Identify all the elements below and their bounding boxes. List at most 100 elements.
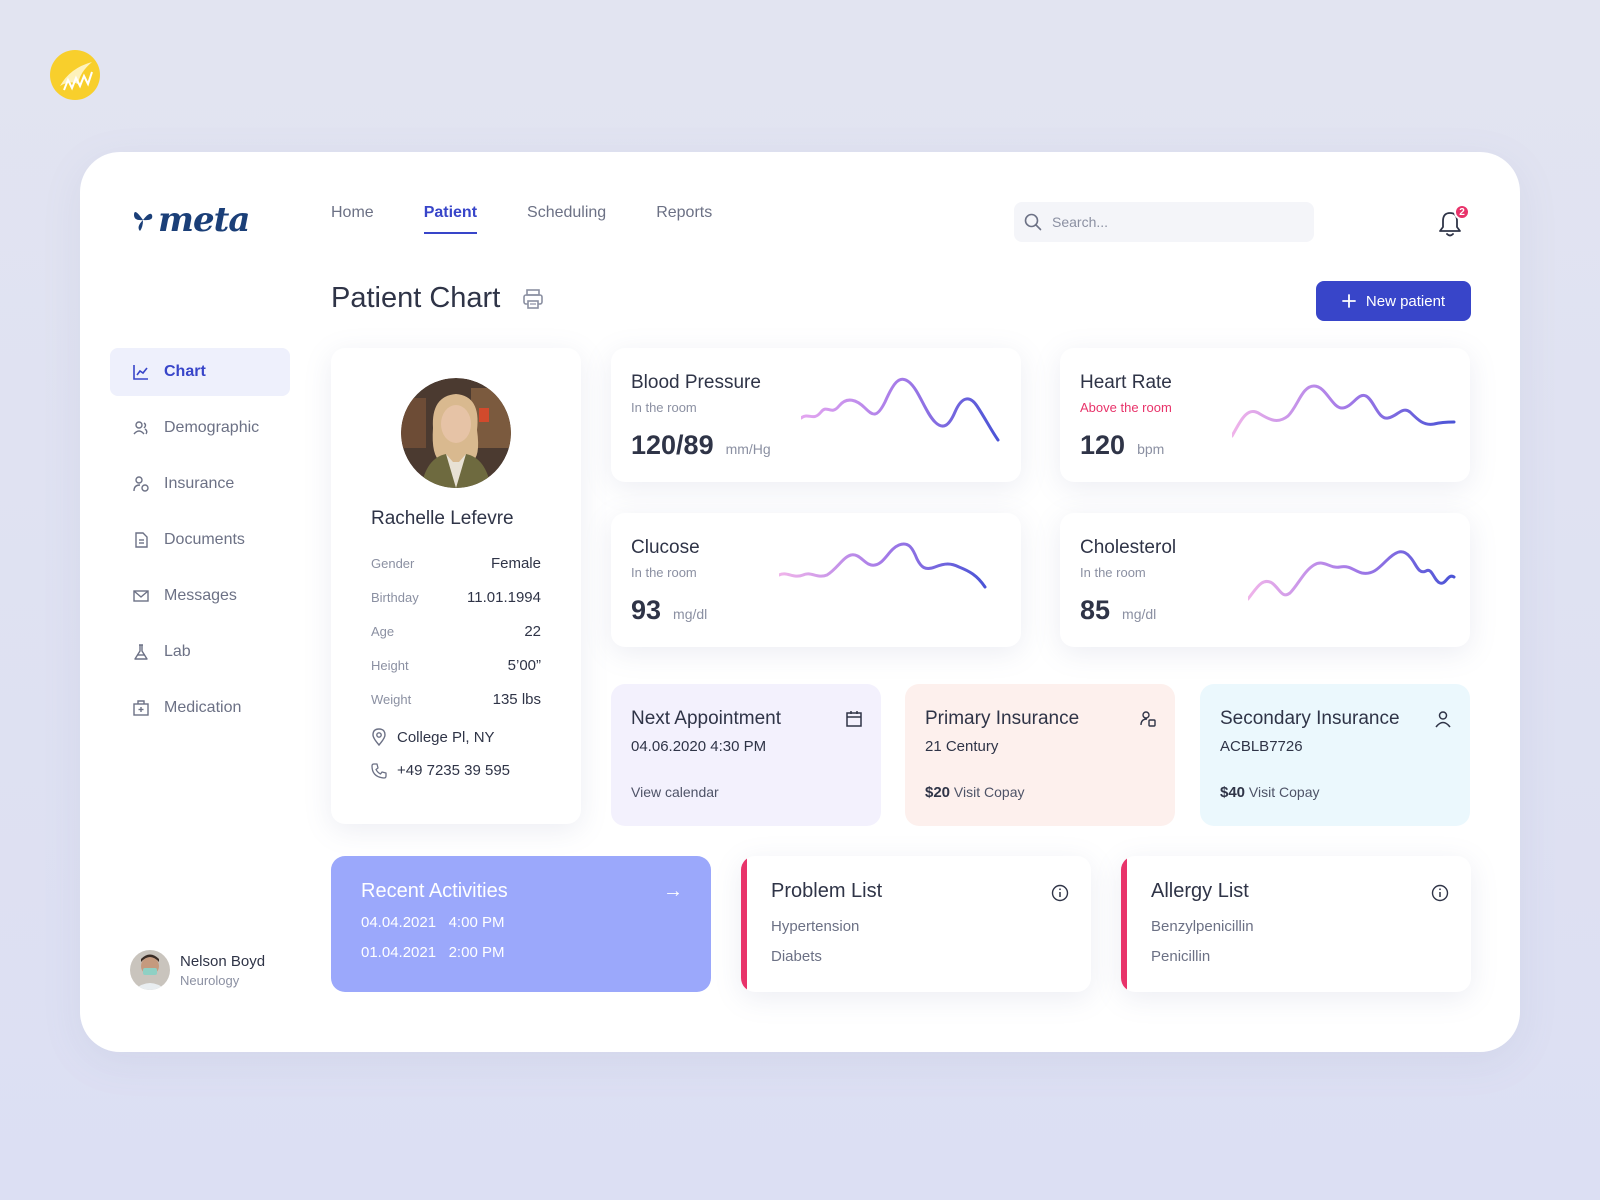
patient-name: Rachelle Lefevre	[371, 508, 514, 529]
page-title-text: Patient Chart	[331, 282, 501, 314]
vital-title: Heart Rate	[1080, 372, 1172, 393]
vital-value: 120	[1080, 430, 1126, 460]
vital-unit: mm/Hg	[725, 441, 771, 457]
sidebar-item-messages[interactable]: Messages	[110, 572, 290, 620]
vital-value: 93	[631, 595, 662, 625]
activity-item: 04.04.2021 4:00 PM	[361, 914, 504, 931]
allergy-list-card[interactable]: Allergy List Benzylpenicillin Penicillin	[1121, 856, 1471, 992]
detail-row-weight: Weight 135 lbs	[371, 682, 541, 716]
sidebar-item-insurance[interactable]: Insurance	[110, 460, 290, 508]
nav-patient[interactable]: Patient	[423, 204, 478, 234]
detail-row-height: Height 5’00”	[371, 648, 541, 682]
patient-phone[interactable]: +49 7235 39 595	[371, 762, 510, 779]
list-item: Penicillin	[1151, 948, 1211, 965]
vital-title: Cholesterol	[1080, 537, 1177, 558]
arrow-right-icon[interactable]: →	[663, 880, 683, 902]
patient-avatar	[401, 378, 511, 488]
chart-icon	[133, 365, 148, 380]
document-icon	[135, 532, 148, 548]
sidebar-item-label: Insurance	[164, 475, 235, 492]
user-shield-icon	[1140, 711, 1156, 727]
sidebar-item-medication[interactable]: Medication	[110, 684, 290, 732]
vital-card-cholesterol[interactable]: Cholesterol In the room 85 mg/dl	[1060, 513, 1470, 647]
info-icon[interactable]	[1431, 884, 1449, 902]
detail-value: Female	[490, 554, 541, 572]
view-calendar-link[interactable]: View calendar	[631, 784, 719, 800]
vital-unit: mg/dl	[673, 606, 708, 622]
sidebar-item-demographic[interactable]: Demographic	[110, 404, 290, 452]
vital-status: In the room	[631, 565, 697, 580]
brand-sun-icon	[50, 50, 100, 100]
sidebar-item-label: Demographic	[164, 419, 260, 436]
patient-details: Gender Female Birthday 11.01.1994 Age 22…	[371, 546, 541, 716]
user-department: Neurology	[180, 972, 240, 988]
primary-insurance-card[interactable]: Primary Insurance 21 Century $20 Visit C…	[905, 684, 1175, 826]
primary-copay: $20 Visit Copay	[925, 784, 1024, 801]
sidebar-item-label: Messages	[164, 587, 237, 604]
detail-label: Weight	[371, 691, 412, 707]
patient-profile-card: Rachelle Lefevre Gender Female Birthday …	[331, 348, 581, 824]
notifications-button[interactable]: 2	[1436, 204, 1470, 238]
new-patient-button[interactable]: New patient	[1316, 281, 1471, 321]
allergy-list-title: Allergy List	[1151, 880, 1249, 902]
cholesterol-sparkline	[1248, 550, 1456, 601]
phone-icon	[371, 762, 387, 779]
phone-text: +49 7235 39 595	[397, 762, 511, 779]
current-user[interactable]: Nelson Boyd Neurology	[130, 950, 265, 990]
detail-label: Age	[371, 623, 395, 639]
detail-label: Gender	[371, 555, 415, 571]
vital-card-heart-rate[interactable]: Heart Rate Above the room 120 bpm	[1060, 348, 1470, 482]
sidebar-item-chart[interactable]: Chart	[110, 348, 290, 396]
vital-value: 120/89	[631, 430, 714, 460]
vital-title: Blood Pressure	[631, 372, 761, 393]
plus-icon	[1341, 294, 1356, 308]
list-item: Benzylpenicillin	[1151, 918, 1254, 935]
vital-title: Clucose	[631, 537, 700, 558]
next-appointment-card[interactable]: Next Appointment 04.06.2020 4:30 PM View…	[611, 684, 881, 826]
detail-label: Birthday	[371, 589, 419, 605]
vital-status: In the room	[631, 400, 697, 415]
copay-amount: $40	[1220, 784, 1246, 801]
problem-list-card[interactable]: Problem List Hypertension Diabets	[741, 856, 1091, 992]
vital-status: Above the room	[1080, 400, 1172, 415]
medkit-icon	[133, 700, 149, 716]
sidebar-item-documents[interactable]: Documents	[110, 516, 290, 564]
activity-time: 4:00 PM	[448, 914, 505, 931]
sidebar-item-label: Chart	[164, 363, 206, 380]
detail-value: 11.01.1994	[467, 588, 541, 606]
user-name: Nelson Boyd	[180, 952, 266, 970]
secondary-insurance-title: Secondary Insurance	[1220, 708, 1400, 729]
secondary-copay: $40 Visit Copay	[1220, 784, 1319, 801]
sidebar-item-label: Documents	[164, 531, 245, 548]
nav-reports[interactable]: Reports	[656, 204, 713, 221]
accent-bar	[741, 856, 747, 992]
detail-row-gender: Gender Female	[371, 546, 541, 580]
vital-value: 85	[1080, 595, 1111, 625]
print-icon[interactable]	[522, 288, 544, 310]
new-patient-label: New patient	[1365, 292, 1446, 310]
user-icon	[1435, 711, 1451, 728]
app-logo[interactable]: meta	[132, 200, 250, 240]
search-icon	[1024, 213, 1042, 231]
vital-unit: mg/dl	[1122, 606, 1157, 622]
copay-amount: $20	[925, 784, 951, 801]
search-input[interactable]	[1052, 214, 1292, 230]
blood-pressure-sparkline	[801, 377, 1000, 442]
sidebar-item-lab[interactable]: Lab	[110, 628, 290, 676]
detail-row-birthday: Birthday 11.01.1994	[371, 580, 541, 614]
recent-activities-title: Recent Activities	[361, 880, 508, 902]
detail-value: 5’00”	[507, 656, 541, 674]
recent-activities-card[interactable]: Recent Activities → 04.04.2021 4:00 PM 0…	[331, 856, 711, 992]
nav-scheduling[interactable]: Scheduling	[527, 204, 607, 221]
secondary-insurance-card[interactable]: Secondary Insurance ACBLB7726 $40 Visit …	[1200, 684, 1470, 826]
copay-label: Visit Copay	[953, 784, 1025, 800]
avatar	[130, 950, 170, 990]
detail-label: Height	[371, 657, 409, 673]
vital-card-blood-pressure[interactable]: Blood Pressure In the room 120/89 mm/Hg	[611, 348, 1021, 482]
nav-home[interactable]: Home	[331, 204, 374, 221]
secondary-insurance-provider: ACBLB7726	[1220, 738, 1303, 755]
list-item: Hypertension	[771, 918, 860, 935]
info-icon[interactable]	[1051, 884, 1069, 902]
vital-card-glucose[interactable]: Clucose In the room 93 mg/dl	[611, 513, 1021, 647]
butterfly-icon	[134, 211, 153, 231]
